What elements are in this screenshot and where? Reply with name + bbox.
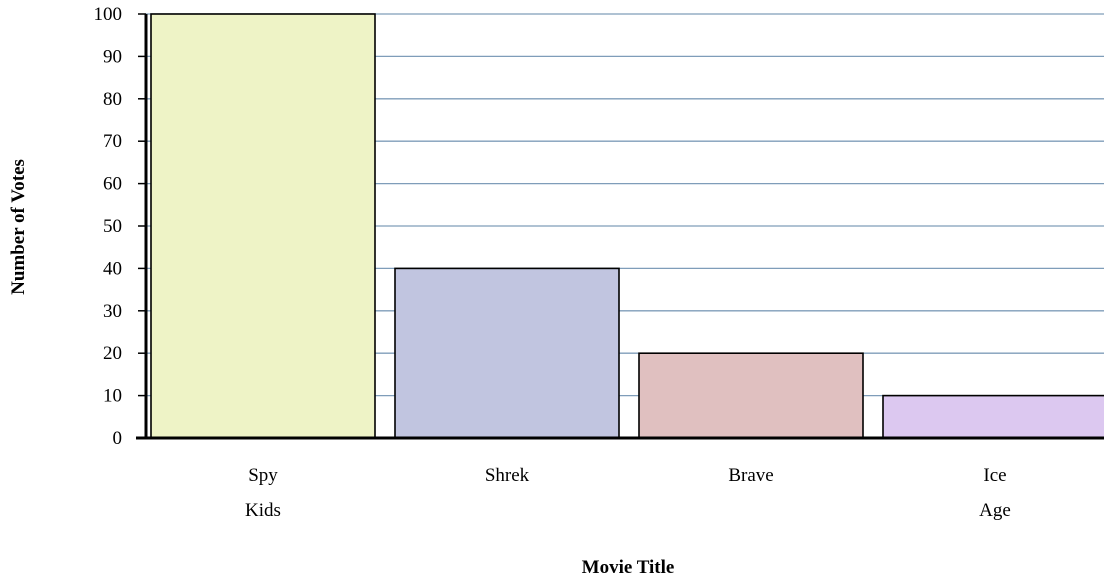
- y-tick-label: 60: [103, 174, 122, 195]
- x-tick-label: Kids: [245, 500, 281, 521]
- x-tick-label: Age: [979, 500, 1011, 521]
- x-tick-label: Ice: [983, 465, 1006, 486]
- y-tick-label: 20: [103, 343, 122, 364]
- y-tick-label: 100: [94, 4, 123, 25]
- y-tick-label: 40: [103, 258, 122, 279]
- bar: [882, 394, 1104, 439]
- bar: [394, 267, 620, 439]
- y-axis-title: Number of Votes: [8, 159, 29, 295]
- y-tick-label: 80: [103, 89, 122, 110]
- y-tick-label: 10: [103, 386, 122, 407]
- y-tick-label: 90: [103, 46, 122, 67]
- y-tick-label: 30: [103, 301, 122, 322]
- bar: [150, 13, 376, 439]
- bar: [638, 352, 864, 439]
- x-category-labels: Spy Kids Shrek Brave Ice Age: [245, 465, 1011, 521]
- y-tick-label: 70: [103, 131, 122, 152]
- y-tick-labels: 0 10 20 30 40 50 60 70 80 90 100: [94, 4, 123, 449]
- x-axis-title: Movie Title: [582, 557, 675, 578]
- y-tick-label: 0: [113, 428, 123, 449]
- x-tick-label: Brave: [728, 465, 773, 486]
- x-tick-label: Shrek: [485, 465, 530, 486]
- axes: [136, 13, 1104, 440]
- y-tick-label: 50: [103, 216, 122, 237]
- x-tick-label: Spy: [248, 465, 278, 486]
